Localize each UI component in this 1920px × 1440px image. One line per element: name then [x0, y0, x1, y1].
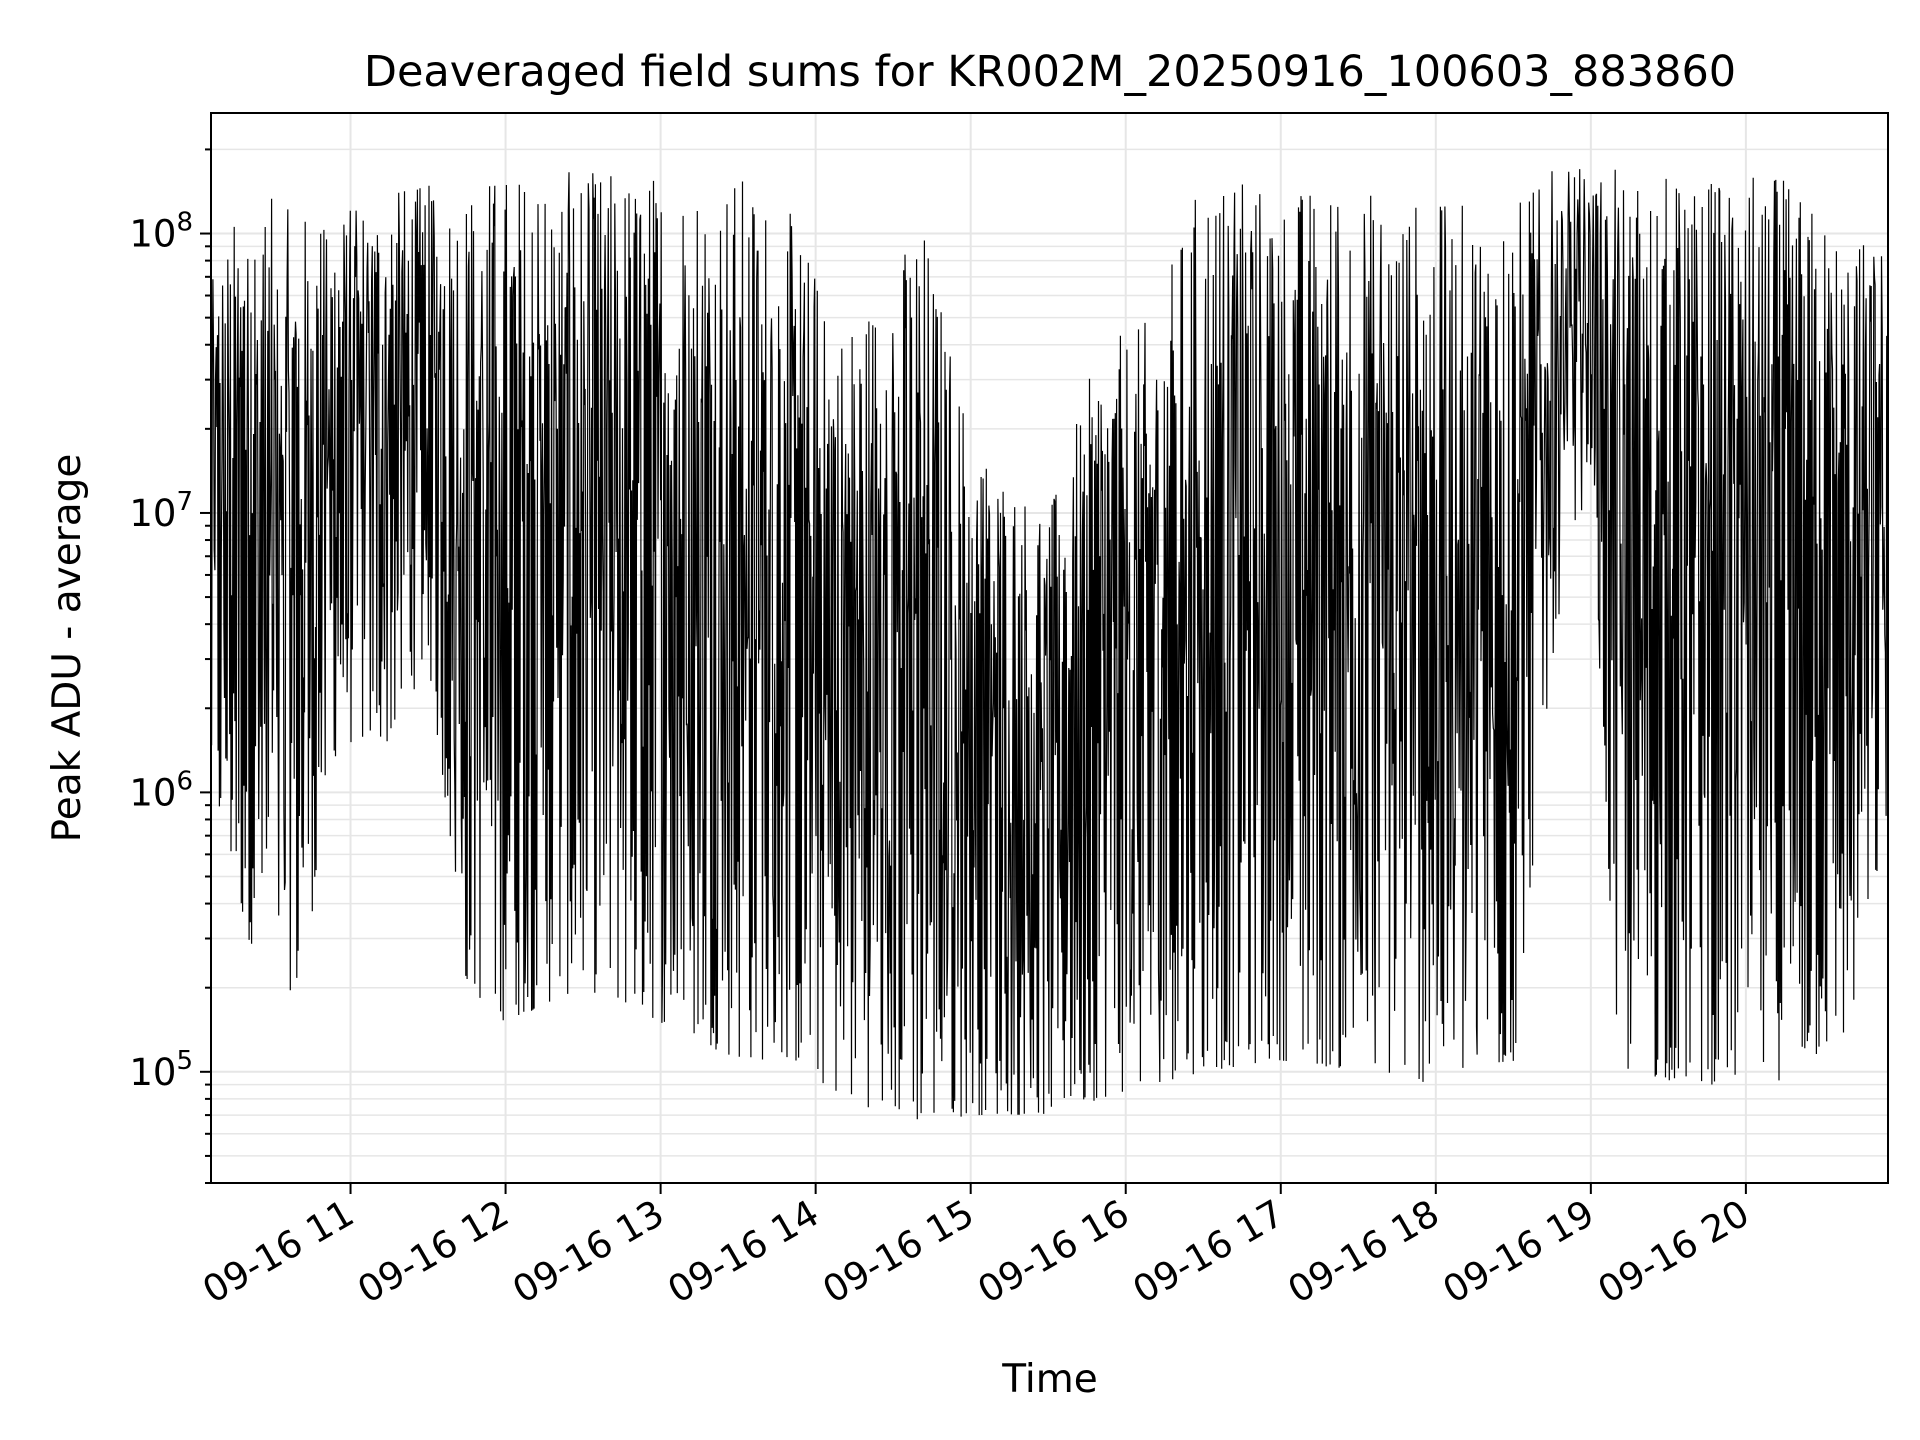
y-tick-label: 105 [129, 1046, 193, 1094]
x-tick-label: 09-16 13 [506, 1192, 672, 1312]
plot-area [210, 169, 1889, 1120]
y-tick-label: 107 [129, 487, 193, 535]
y-axis: 105 106 107 108 [129, 148, 211, 1184]
x-tick-label: 09-16 16 [971, 1192, 1137, 1312]
x-tick-label: 09-16 11 [195, 1192, 361, 1312]
chart-title: Deaveraged field sums for KR002M_2025091… [364, 47, 1736, 97]
y-axis-label: Peak ADU - average [45, 454, 90, 843]
x-tick-label: 09-16 14 [661, 1192, 827, 1312]
series-line [210, 169, 1889, 1120]
x-tick-label: 09-16 17 [1126, 1192, 1292, 1312]
x-axis-label: Time [1001, 1357, 1097, 1402]
x-tick-label: 09-16 12 [351, 1192, 517, 1312]
x-tick-label: 09-16 19 [1436, 1192, 1602, 1312]
y-tick-label: 108 [129, 208, 193, 256]
y-tick-label: 106 [129, 766, 193, 814]
x-tick-label: 09-16 20 [1591, 1192, 1757, 1312]
plot-frame [210, 112, 1889, 1184]
x-tick-label: 09-16 15 [816, 1192, 982, 1312]
x-tick-label: 09-16 18 [1281, 1192, 1447, 1312]
